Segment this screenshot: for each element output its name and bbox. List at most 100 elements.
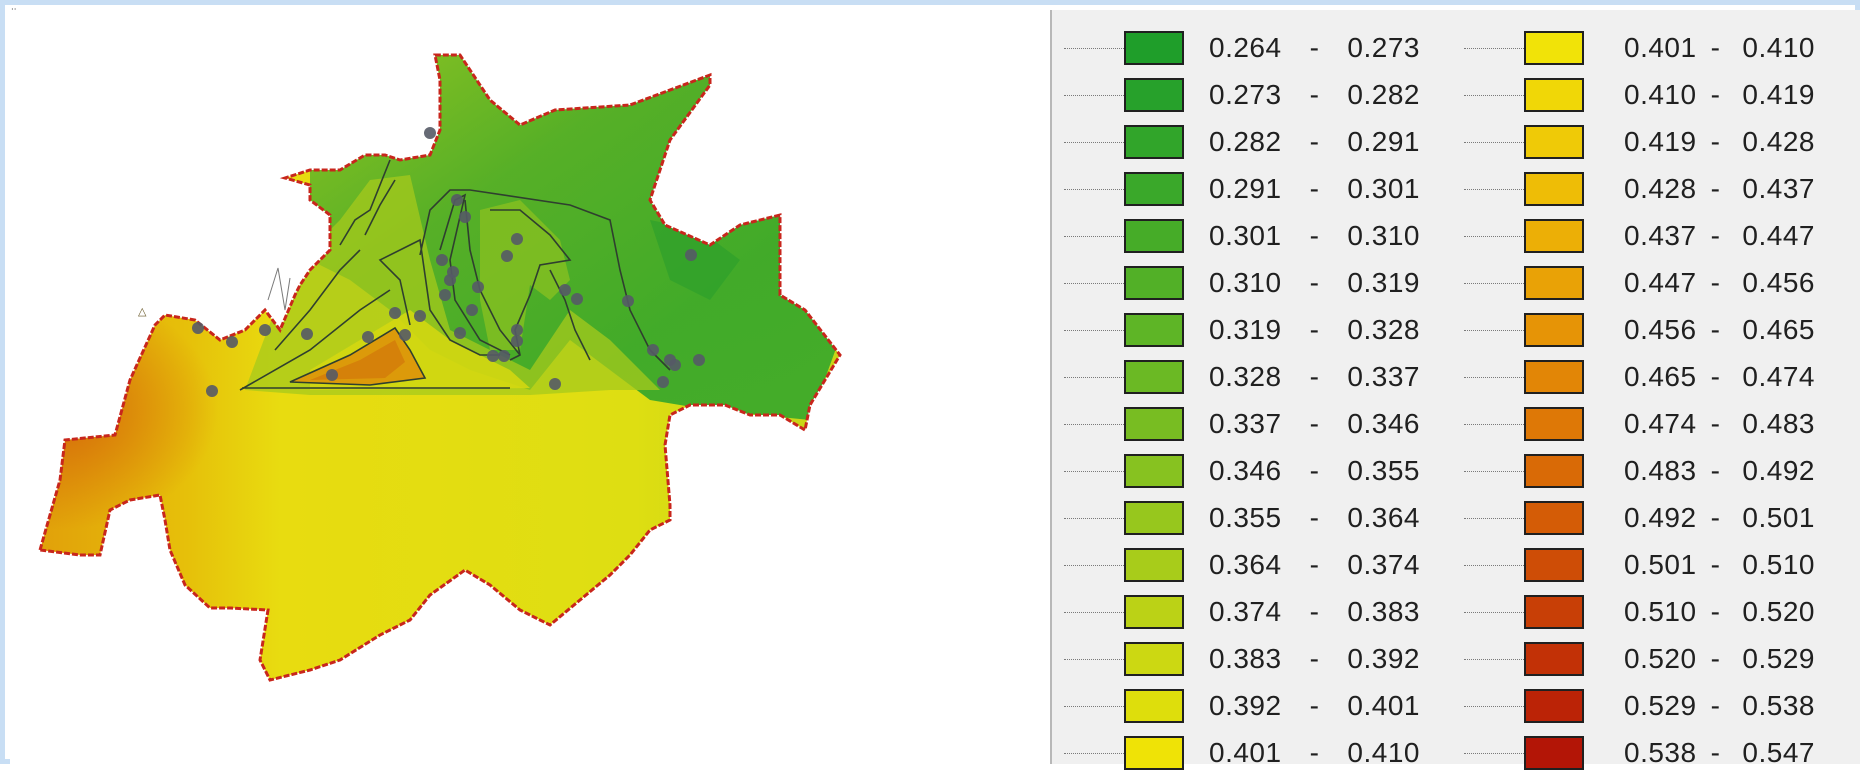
legend-leader-line [1464, 142, 1524, 143]
legend-range-from: 0.264 [1209, 32, 1282, 63]
legend-range-label: 0.456-0.465 [1624, 313, 1815, 347]
map-panel: △ [10, 10, 1050, 764]
legend-range-label: 0.337-0.346 [1209, 407, 1420, 441]
sample-point [571, 293, 583, 305]
legend-swatch [1524, 736, 1584, 770]
sample-point [206, 385, 218, 397]
legend-range-separator: - [1309, 314, 1320, 345]
legend-range-to: 0.447 [1742, 220, 1815, 251]
legend-swatch [1524, 219, 1584, 253]
legend-range-from: 0.383 [1209, 643, 1282, 674]
legend-leader-line [1064, 283, 1124, 284]
legend-range-to: 0.410 [1742, 32, 1815, 63]
legend-column-left: 0.264-0.273 0.273-0.282 0.282-0.291 0.291-0… [1064, 28, 1454, 780]
legend-swatch [1524, 360, 1584, 394]
legend-range-from: 0.346 [1209, 455, 1282, 486]
legend-range-to: 0.456 [1742, 267, 1815, 298]
legend-item: 0.483-0.492 [1464, 451, 1854, 498]
legend-range-label: 0.319-0.328 [1209, 313, 1420, 347]
legend-range-to: 0.310 [1347, 220, 1420, 251]
legend-range-label: 0.483-0.492 [1624, 454, 1815, 488]
legend-range-to: 0.319 [1347, 267, 1420, 298]
sample-point [466, 304, 478, 316]
legend-range-separator: - [1309, 267, 1320, 298]
legend-range-separator: - [1710, 126, 1721, 157]
legend-range-from: 0.419 [1624, 126, 1697, 157]
legend-range-from: 0.355 [1209, 502, 1282, 533]
legend-range-to: 0.529 [1742, 643, 1815, 674]
legend-range-to: 0.374 [1347, 549, 1420, 580]
legend-range-separator: - [1710, 549, 1721, 580]
sample-point [669, 359, 681, 371]
legend-range-separator: - [1309, 79, 1320, 110]
legend-range-separator: - [1710, 643, 1721, 674]
legend-range-separator: - [1710, 314, 1721, 345]
legend-leader-line [1464, 753, 1524, 754]
sample-point [424, 127, 436, 139]
legend-leader-line [1464, 189, 1524, 190]
boundary-gap-line [267, 267, 291, 311]
legend-range-separator: - [1309, 549, 1320, 580]
legend-range-separator: - [1309, 408, 1320, 439]
legend-leader-line [1464, 236, 1524, 237]
legend-range-from: 0.319 [1209, 314, 1282, 345]
legend-range-to: 0.419 [1742, 79, 1815, 110]
legend-leader-line [1064, 753, 1124, 754]
legend-range-label: 0.492-0.501 [1624, 501, 1815, 535]
legend-range-label: 0.538-0.547 [1624, 736, 1815, 770]
sample-point [436, 254, 448, 266]
sample-point [511, 233, 523, 245]
sample-point [657, 376, 669, 388]
legend-range-from: 0.529 [1624, 690, 1697, 721]
legend-leader-line [1064, 659, 1124, 660]
legend-leader-line [1064, 518, 1124, 519]
sample-point [454, 327, 466, 339]
legend-range-separator: - [1710, 408, 1721, 439]
legend-range-to: 0.328 [1347, 314, 1420, 345]
legend-range-to: 0.337 [1347, 361, 1420, 392]
surface [40, 55, 840, 680]
legend-range-from: 0.492 [1624, 502, 1697, 533]
legend-range-label: 0.465-0.474 [1624, 360, 1815, 394]
legend-range-label: 0.383-0.392 [1209, 642, 1420, 676]
legend-leader-line [1464, 330, 1524, 331]
legend-leader-line [1464, 565, 1524, 566]
legend-swatch [1524, 642, 1584, 676]
legend-leader-line [1064, 48, 1124, 49]
legend-range-to: 0.364 [1347, 502, 1420, 533]
legend-leader-line [1464, 612, 1524, 613]
legend-swatch [1124, 266, 1184, 300]
legend-leader-line [1464, 424, 1524, 425]
legend-range-to: 0.428 [1742, 126, 1815, 157]
legend-range-label: 0.273-0.282 [1209, 78, 1420, 112]
legend-range-from: 0.465 [1624, 361, 1697, 392]
legend-swatch [1524, 595, 1584, 629]
legend-leader-line [1064, 330, 1124, 331]
legend-leader-line [1464, 706, 1524, 707]
legend-swatch [1124, 360, 1184, 394]
legend-item: 0.364-0.374 [1064, 545, 1454, 592]
legend-swatch [1524, 78, 1584, 112]
legend-range-label: 0.401-0.410 [1209, 736, 1420, 770]
legend-range-from: 0.520 [1624, 643, 1697, 674]
legend-leader-line [1064, 236, 1124, 237]
legend-range-from: 0.474 [1624, 408, 1697, 439]
legend-range-separator: - [1710, 220, 1721, 251]
legend-swatch [1124, 219, 1184, 253]
legend-range-label: 0.437-0.447 [1624, 219, 1815, 253]
legend-leader-line [1064, 95, 1124, 96]
legend-leader-line [1464, 95, 1524, 96]
sample-point [487, 350, 499, 362]
legend-item: 0.392-0.401 [1064, 686, 1454, 733]
legend-range-separator: - [1710, 690, 1721, 721]
legend-range-label: 0.264-0.273 [1209, 31, 1420, 65]
legend-range-separator: - [1309, 690, 1320, 721]
sample-point [259, 324, 271, 336]
legend-item: 0.520-0.529 [1464, 639, 1854, 686]
legend-range-from: 0.364 [1209, 549, 1282, 580]
legend-range-separator: - [1710, 502, 1721, 533]
legend-range-to: 0.510 [1742, 549, 1815, 580]
legend-swatch [1124, 501, 1184, 535]
legend-range-separator: - [1710, 79, 1721, 110]
